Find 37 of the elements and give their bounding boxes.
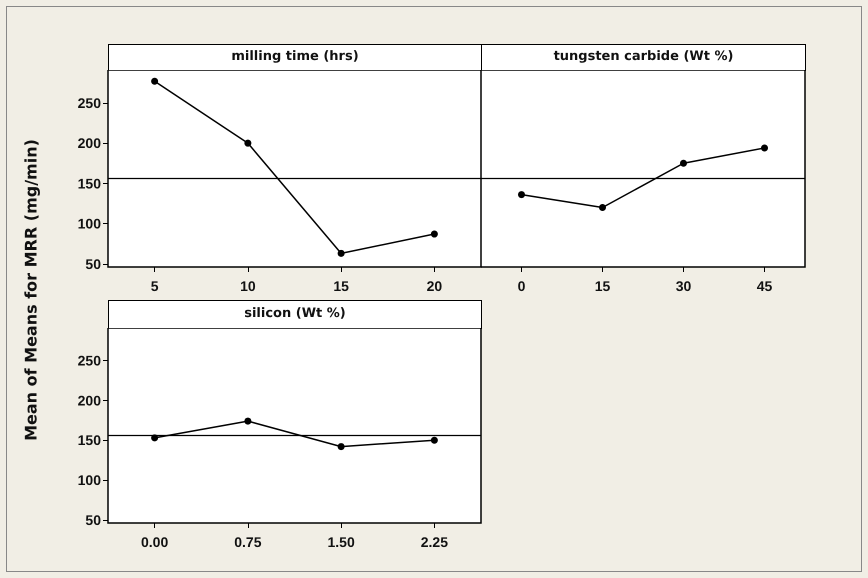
y-tick-label: 200 [78, 392, 102, 408]
x-tick-label: 0.75 [234, 534, 262, 550]
x-tick-label: 30 [676, 278, 692, 294]
point [761, 144, 768, 152]
point [430, 436, 438, 444]
point [338, 250, 345, 257]
point [151, 78, 158, 85]
point [338, 443, 345, 450]
x-tick-label: 45 [756, 278, 772, 294]
y-axis-title: Mean of Means for MRR (mg/min) [22, 139, 40, 441]
y-tick-label: 250 [78, 94, 102, 111]
chart-title: milling time (hrs) [108, 44, 482, 71]
x-tick-label: 1.50 [328, 534, 355, 550]
x-tick-label: 10 [240, 278, 256, 294]
point [599, 204, 606, 211]
x-tick-label: 15 [594, 278, 610, 294]
chart-title: silicon (Wt %) [108, 300, 482, 329]
x-tick-label: 20 [426, 278, 442, 294]
y-tick-label: 200 [78, 135, 102, 152]
x-tick-label: 0.00 [141, 534, 168, 550]
chart-title: tungsten carbide (Wt %) [481, 44, 806, 71]
point [244, 418, 252, 425]
y-tick-label: 250 [78, 352, 102, 369]
x-tick-label: 15 [333, 278, 350, 294]
y-tick-label: 150 [78, 175, 102, 192]
y-tick-label: 150 [78, 432, 102, 448]
y-tick-label: 100 [78, 216, 102, 232]
x-tick-label: 2.25 [420, 534, 448, 550]
x-tick-label: 0 [518, 278, 526, 294]
y-tick-label: 50 [85, 256, 102, 272]
point [680, 160, 687, 167]
point [244, 140, 252, 147]
y-tick-label: 100 [78, 472, 102, 488]
y-tick-label: 50 [85, 512, 102, 528]
point [430, 230, 438, 238]
point [518, 191, 525, 198]
x-tick-label: 5 [150, 278, 159, 294]
